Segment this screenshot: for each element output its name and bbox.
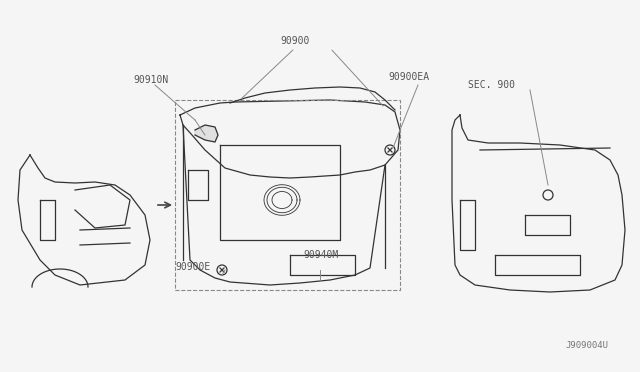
Text: SEC. 900: SEC. 900: [468, 80, 515, 90]
Text: 90900EA: 90900EA: [388, 72, 429, 82]
Polygon shape: [195, 125, 218, 142]
Text: 90910N: 90910N: [133, 75, 168, 85]
Text: 90900: 90900: [280, 36, 310, 46]
Text: 90900E: 90900E: [175, 262, 211, 272]
Text: J909004U: J909004U: [565, 341, 608, 350]
Text: 90940M: 90940M: [303, 250, 339, 260]
